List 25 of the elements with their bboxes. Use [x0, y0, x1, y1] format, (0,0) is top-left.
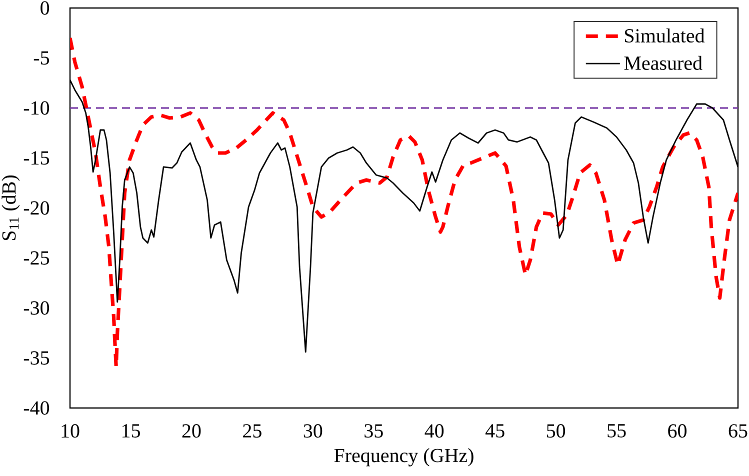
y-tick-label: -25: [24, 251, 50, 265]
x-tick-label: 35: [364, 424, 383, 438]
legend-label: Measured: [624, 56, 702, 70]
x-tick-label: 30: [304, 424, 322, 438]
y-tick-label: 0: [40, 1, 50, 15]
x-tick-label: 50: [546, 424, 566, 438]
legend-label: Simulated: [625, 28, 705, 43]
x-tick-label: 40: [424, 424, 444, 438]
x-tick-label: 55: [608, 424, 626, 438]
y-tick-label: -40: [24, 401, 50, 415]
y-tick-label: -35: [24, 351, 50, 365]
y-tick-label: -10: [24, 101, 50, 115]
x-tick-label: 45: [485, 424, 504, 438]
y-axis-title: S$_{11}$ (dB): [2, 175, 20, 240]
x-axis-title: Frequency (GHz): [334, 448, 474, 466]
x-tick-label: 20: [182, 424, 201, 438]
x-tick-label: 25: [243, 424, 262, 438]
y-tick-label: -15: [24, 151, 50, 165]
x-tick-label: 15: [122, 424, 140, 438]
x-tick-label: 60: [668, 424, 687, 438]
x-tick-label: 65: [728, 424, 748, 438]
y-tick-label: -20: [24, 201, 50, 215]
y-tick-label: -30: [24, 301, 50, 315]
x-tick-label: 10: [62, 424, 80, 438]
y-tick-label: -5: [34, 51, 50, 65]
